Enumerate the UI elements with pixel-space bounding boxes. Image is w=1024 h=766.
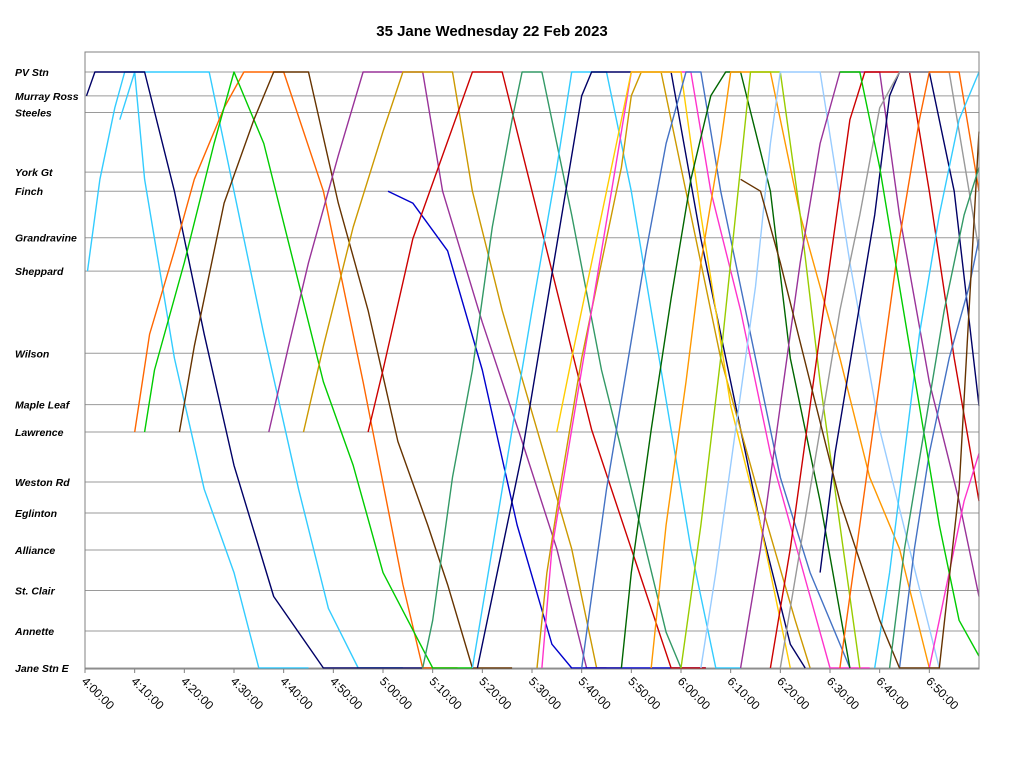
- stop-label: Grandravine: [15, 233, 77, 245]
- x-tick-label: 5:10:00: [427, 674, 465, 712]
- trip-line-24: [779, 71, 980, 669]
- x-tick-label: 4:30:00: [228, 674, 266, 712]
- trip-line-26: [874, 71, 980, 669]
- stop-label: Sheppard: [15, 266, 64, 278]
- trip-line-4: [143, 71, 473, 669]
- stop-label: Lawrence: [15, 427, 64, 439]
- x-tick-label: 5:20:00: [476, 674, 514, 712]
- trip-line-5: [178, 71, 513, 669]
- x-tick-label: 5:50:00: [625, 674, 663, 712]
- trip-line-19: [680, 71, 861, 669]
- trip-line-8: [387, 190, 706, 669]
- stop-label: Wilson: [15, 348, 49, 360]
- trip-line-30: [740, 131, 980, 669]
- x-tick-label: 5:30:00: [526, 674, 564, 712]
- trip-line-2: [85, 71, 433, 669]
- x-tick-label: 4:10:00: [129, 674, 167, 712]
- trip-line-9: [367, 71, 706, 669]
- stop-label: Maple Leaf: [15, 400, 71, 412]
- x-tick-label: 5:00:00: [377, 674, 415, 712]
- stop-label: PV Stn: [15, 67, 49, 79]
- x-tick-label: 4:50:00: [327, 674, 365, 712]
- chart-title: 35 Jane Wednesday 22 Feb 2023: [376, 23, 608, 40]
- trip-line-11: [471, 71, 741, 669]
- stop-label: Jane Stn E: [15, 663, 70, 675]
- x-tick-label: 6:20:00: [774, 674, 812, 712]
- stop-label: Murray Ross: [15, 91, 79, 103]
- trip-line-10: [422, 71, 682, 669]
- trip-line-20: [700, 71, 940, 669]
- x-tick-label: 4:40:00: [278, 674, 316, 712]
- trip-line-21: [739, 71, 980, 669]
- trip-line-31: [888, 167, 980, 669]
- x-tick-label: 6:40:00: [874, 674, 912, 712]
- x-tick-label: 6:50:00: [923, 674, 961, 712]
- x-tick-label: 6:00:00: [675, 674, 713, 712]
- stop-label: Steeles: [15, 108, 52, 120]
- trip-line-25: [839, 71, 980, 669]
- stop-label: Eglinton: [15, 508, 57, 520]
- x-tick-label: 4:00:00: [79, 674, 117, 712]
- x-tick-label: 6:10:00: [725, 674, 763, 712]
- trip-line-22: [769, 71, 980, 669]
- stop-label: Finch: [15, 186, 43, 198]
- stop-label: Weston Rd: [15, 477, 70, 489]
- trip-line-29: [839, 71, 980, 657]
- trip-line-17: [620, 71, 851, 669]
- grid-layer: [85, 71, 979, 669]
- x-tick-label: 5:40:00: [576, 674, 614, 712]
- trip-line-13: [536, 71, 811, 669]
- stop-label: York Gt: [15, 167, 53, 179]
- trip-line-7: [302, 71, 622, 669]
- trip-line-15: [556, 71, 791, 669]
- series-layer: [85, 71, 980, 669]
- trip-line-1: [119, 71, 309, 669]
- time-axis: 4:00:00 4:10:00 4:20:00 4:30:00 4:40:00 4:50:…: [79, 669, 962, 713]
- trip-line-0: [86, 71, 403, 669]
- trip-line-14: [541, 71, 870, 669]
- trip-line-16: [581, 71, 851, 669]
- stop-axis: PV Stn Murray Ross Steeles York Gt Finch Gran…: [14, 67, 79, 675]
- stop-label: Annette: [14, 626, 54, 638]
- stop-label: St. Clair: [15, 586, 56, 598]
- stop-label: Alliance: [14, 545, 55, 557]
- trip-line-3: [134, 71, 458, 669]
- trip-line-23: [819, 71, 980, 573]
- x-tick-label: 6:30:00: [824, 674, 862, 712]
- x-tick-label: 4:20:00: [178, 674, 216, 712]
- trip-line-6: [268, 71, 607, 669]
